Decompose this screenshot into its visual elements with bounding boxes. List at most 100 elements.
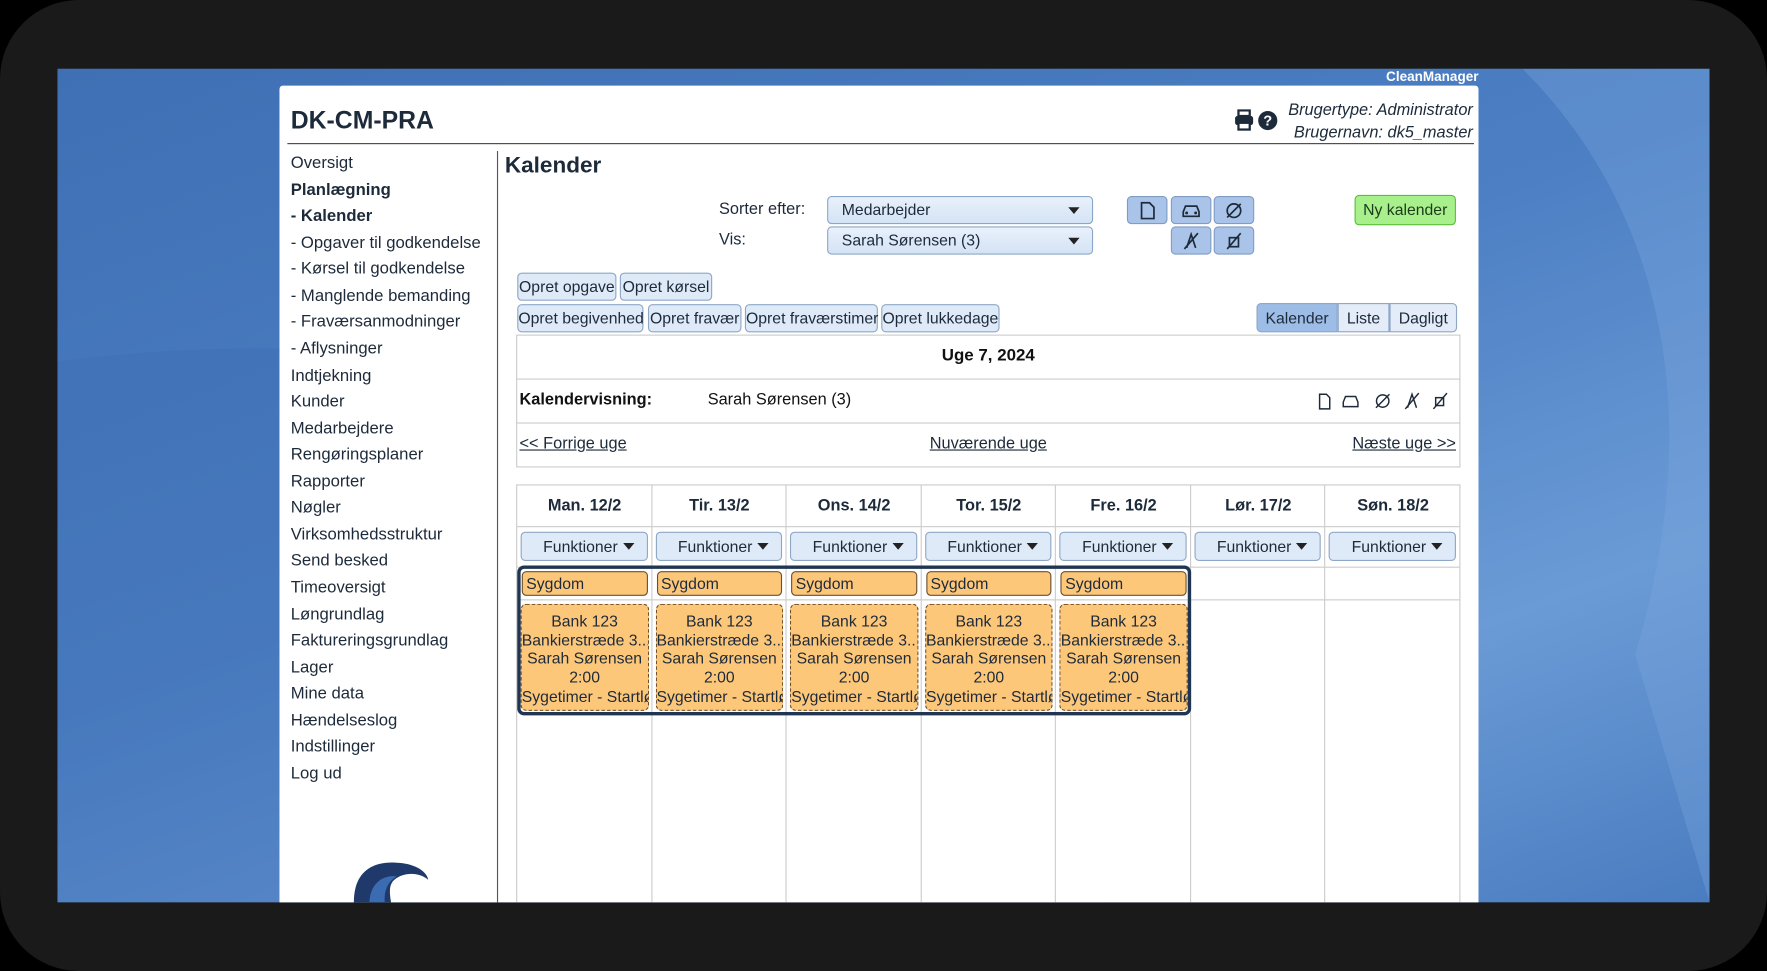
event-line: 2:00	[1108, 668, 1139, 687]
nav-link[interactable]: - Aflysninger	[290, 340, 383, 359]
user-type: Brugertype: Administrator	[1288, 101, 1473, 120]
calendar-view-value: Sarah Sørensen (3)	[707, 390, 852, 409]
nav-link[interactable]: - Fraværsanmodninger	[290, 313, 461, 332]
nav-link[interactable]: Send besked	[290, 552, 389, 571]
legend-icons	[1318, 391, 1448, 410]
day-functions-menu[interactable]: Funktioner	[1329, 531, 1456, 561]
show-select[interactable]: Sarah Sørensen (3)	[827, 226, 1094, 255]
event-line: 2:00	[569, 668, 600, 687]
action-button[interactable]: Opret fravær	[647, 304, 742, 333]
site-title: DK-CM-PRA	[290, 105, 434, 135]
column-divider	[650, 485, 652, 903]
nav-link[interactable]: Medarbejdere	[290, 419, 394, 438]
nav-link[interactable]: Kunder	[290, 393, 345, 412]
filter-event-button[interactable]	[1170, 226, 1212, 255]
username: Brugernavn: dk5_master	[1293, 123, 1473, 142]
event-line: Bank 123	[551, 611, 618, 630]
event-line: Sygetimer - Startløn	[521, 686, 648, 705]
nav-link[interactable]: Indstillinger	[290, 738, 376, 757]
column-divider	[785, 485, 787, 903]
calendar-event[interactable]: Bank 123 Bankierstræde 3... Sarah Sørensen…	[520, 603, 649, 711]
event-line: Bank 123	[1090, 611, 1157, 630]
event-line: 2:00	[703, 668, 735, 687]
all-day-event[interactable]: Sygdom	[791, 571, 917, 596]
current-week-link[interactable]: Nuværende uge	[929, 434, 1047, 453]
nav-link[interactable]: Løngrundlag	[290, 605, 385, 624]
filter-task-button[interactable]	[1126, 196, 1168, 225]
calendar-view-label: Kalendervisning:	[519, 390, 653, 409]
nav-link[interactable]: Virksomhedsstruktur	[290, 525, 443, 544]
calendar-event[interactable]: Bank 123 Bankierstræde 3... Sarah Sørensen…	[1059, 603, 1188, 711]
sidebar-divider	[496, 150, 499, 903]
calendar-event[interactable]: Bank 123 Bankierstræde 3... Sarah Sørensen…	[924, 603, 1053, 711]
event-line: Sygetimer - Startløn	[656, 686, 782, 705]
action-button[interactable]: Opret fraværstimer	[744, 304, 878, 333]
action-button[interactable]: Opret lukkedage	[881, 304, 1000, 333]
nav-link[interactable]: Oversigt	[290, 154, 353, 173]
day-header: Ons. 14/2	[817, 496, 891, 515]
nav-link[interactable]: Rengøringsplaner	[290, 446, 424, 465]
all-day-event[interactable]: Sygdom	[925, 571, 1052, 596]
nav-link[interactable]: - Kalender	[290, 207, 373, 226]
day-functions-menu[interactable]: Funktioner	[790, 531, 917, 561]
prev-week-link[interactable]: << Forrige uge	[519, 434, 627, 453]
calendar-event[interactable]: Bank 123 Bankierstræde 3... Sarah Sørensen…	[790, 603, 919, 711]
nav-link[interactable]: Faktureringsgrundlag	[290, 632, 449, 651]
event-line: Sarah Sørensen	[931, 649, 1047, 668]
nav-link[interactable]: Lager	[290, 658, 334, 677]
day-functions-menu[interactable]: Funktioner	[655, 531, 783, 561]
event-line: Sarah Sørensen	[796, 649, 912, 668]
day-functions-menu[interactable]: Funktioner	[924, 531, 1052, 561]
sidebar-nav: Oversigt Planlægning - Kalender - Opgaver t…	[291, 151, 481, 788]
nav-link[interactable]: - Kørsel til godkendelse	[290, 260, 465, 279]
nav-link[interactable]: Planlægning	[290, 180, 391, 199]
new-calendar-button[interactable]: Ny kalender	[1354, 194, 1456, 226]
next-week-link[interactable]: Næste uge >>	[1352, 434, 1456, 453]
column-divider	[920, 485, 922, 903]
action-button[interactable]: Opret opgave	[517, 272, 617, 301]
event-line: Bank 123	[955, 611, 1023, 630]
logo	[353, 862, 429, 903]
calendar-event[interactable]: Bank 123 Bankierstræde 3... Sarah Sørensen…	[655, 603, 784, 711]
day-functions-menu[interactable]: Funktioner	[520, 531, 648, 561]
filter-closed-button[interactable]	[1213, 226, 1255, 255]
all-day-event[interactable]: Sygdom	[656, 571, 783, 596]
sort-label: Sorter efter:	[718, 200, 806, 219]
nav-link[interactable]: - Manglende bemanding	[290, 287, 471, 306]
action-button[interactable]: Opret kørsel	[619, 272, 713, 301]
event-line: Sarah Sørensen	[527, 649, 643, 668]
nav-link[interactable]: - Opgaver til godkendelse	[290, 233, 481, 252]
row-divider	[517, 599, 1460, 601]
view-tab[interactable]: Dagligt	[1389, 303, 1458, 333]
nav-link[interactable]: Nøgler	[290, 499, 341, 518]
day-functions-menu[interactable]: Funktioner	[1059, 531, 1187, 561]
nav-link[interactable]: Log ud	[290, 764, 342, 783]
all-day-event[interactable]: Sygdom	[1060, 571, 1187, 596]
event-line: Sygetimer - Startløn	[1060, 686, 1187, 705]
filter-absence-button[interactable]	[1213, 196, 1255, 225]
filter-car-button[interactable]	[1170, 196, 1212, 225]
svg-text:?: ?	[1263, 114, 1272, 130]
nav-link[interactable]: Rapporter	[290, 472, 365, 491]
event-line: 2:00	[973, 668, 1005, 687]
help-icon[interactable]	[1258, 110, 1278, 131]
event-line: Sarah Sørensen	[661, 649, 777, 668]
view-tab[interactable]: Liste	[1337, 303, 1390, 333]
nav-link[interactable]: Timeoversigt	[290, 579, 386, 598]
nav-link[interactable]: Indtjekning	[290, 366, 372, 385]
all-day-event[interactable]: Sygdom	[521, 571, 648, 596]
divider	[516, 378, 1461, 380]
column-divider	[1324, 485, 1326, 903]
day-functions-menu[interactable]: Funktioner	[1194, 531, 1322, 561]
event-line: Bank 123	[820, 611, 888, 630]
action-button[interactable]: Opret begivenhed	[517, 304, 644, 333]
nav-link[interactable]: Mine data	[290, 685, 364, 704]
nav-link[interactable]: Hændelseslog	[290, 711, 398, 730]
day-header: Tor. 15/2	[956, 496, 1022, 515]
view-tab[interactable]: Kalender	[1256, 303, 1338, 333]
sort-select[interactable]: Medarbejder	[827, 196, 1094, 225]
event-line: Sarah Sørensen	[1066, 649, 1182, 668]
